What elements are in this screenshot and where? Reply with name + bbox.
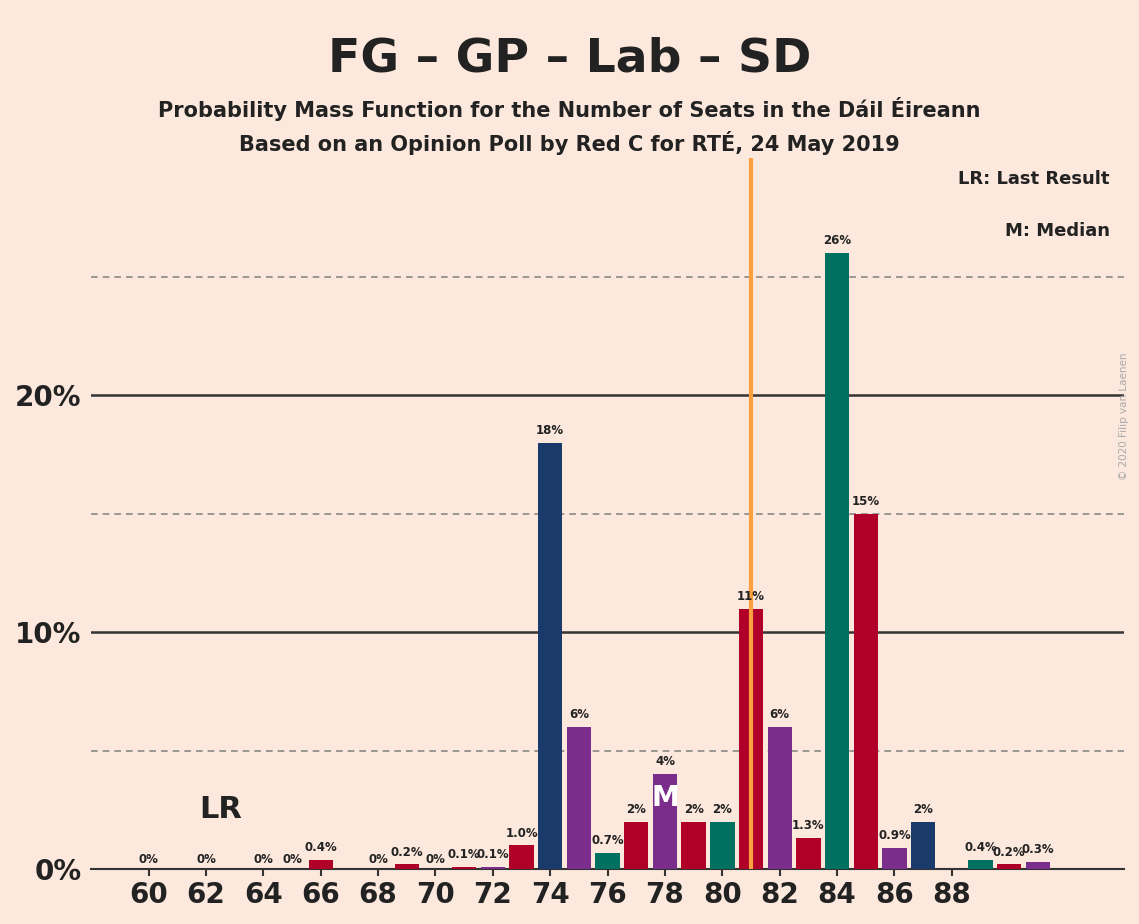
Text: 0.2%: 0.2% bbox=[993, 845, 1025, 858]
Text: LR: LR bbox=[199, 796, 241, 824]
Bar bbox=[567, 727, 591, 869]
Bar bbox=[911, 821, 935, 869]
Text: © 2020 Filip van Laenen: © 2020 Filip van Laenen bbox=[1120, 352, 1129, 480]
Text: 1.0%: 1.0% bbox=[506, 827, 538, 840]
Text: 1.3%: 1.3% bbox=[792, 820, 825, 833]
Text: Based on an Opinion Poll by Red C for RTÉ, 24 May 2019: Based on an Opinion Poll by Red C for RT… bbox=[239, 131, 900, 155]
Bar bbox=[997, 865, 1022, 869]
Bar bbox=[452, 867, 476, 869]
Bar bbox=[1026, 862, 1050, 869]
Text: M: Median: M: Median bbox=[1005, 222, 1109, 240]
Bar bbox=[596, 853, 620, 869]
Text: 0%: 0% bbox=[196, 853, 216, 866]
Text: 2%: 2% bbox=[712, 803, 732, 816]
Text: Probability Mass Function for the Number of Seats in the Dáil Éireann: Probability Mass Function for the Number… bbox=[158, 97, 981, 121]
Bar bbox=[768, 727, 792, 869]
Text: 0%: 0% bbox=[282, 853, 302, 866]
Text: 0.9%: 0.9% bbox=[878, 829, 911, 842]
Text: 2%: 2% bbox=[626, 803, 646, 816]
Text: 0%: 0% bbox=[253, 853, 273, 866]
Bar bbox=[653, 774, 678, 869]
Text: 0.2%: 0.2% bbox=[391, 845, 423, 858]
Bar bbox=[968, 859, 993, 869]
Text: 11%: 11% bbox=[737, 590, 765, 602]
Text: 15%: 15% bbox=[852, 494, 879, 508]
Text: 6%: 6% bbox=[568, 708, 589, 721]
Text: 0.4%: 0.4% bbox=[965, 841, 997, 854]
Text: 0%: 0% bbox=[368, 853, 388, 866]
Bar bbox=[883, 848, 907, 869]
Text: LR: Last Result: LR: Last Result bbox=[958, 170, 1109, 188]
Text: 0.4%: 0.4% bbox=[304, 841, 337, 854]
Bar bbox=[394, 865, 419, 869]
Bar bbox=[538, 443, 563, 869]
Text: 0%: 0% bbox=[426, 853, 445, 866]
Bar bbox=[796, 838, 820, 869]
Text: 0.3%: 0.3% bbox=[1022, 844, 1055, 857]
Bar bbox=[309, 859, 333, 869]
Text: 26%: 26% bbox=[823, 234, 851, 247]
Text: 2%: 2% bbox=[683, 803, 704, 816]
Bar bbox=[853, 514, 878, 869]
Text: 2%: 2% bbox=[913, 803, 933, 816]
Text: 0.1%: 0.1% bbox=[476, 848, 509, 861]
Text: 0.1%: 0.1% bbox=[448, 848, 481, 861]
Bar bbox=[739, 609, 763, 869]
Text: 4%: 4% bbox=[655, 756, 675, 769]
Text: 0%: 0% bbox=[139, 853, 158, 866]
Text: M: M bbox=[652, 784, 679, 812]
Text: FG – GP – Lab – SD: FG – GP – Lab – SD bbox=[328, 37, 811, 82]
Bar bbox=[481, 867, 505, 869]
Bar bbox=[711, 821, 735, 869]
Bar bbox=[509, 845, 534, 869]
Text: 18%: 18% bbox=[536, 424, 564, 437]
Bar bbox=[681, 821, 706, 869]
Text: 0.7%: 0.7% bbox=[591, 833, 624, 846]
Bar bbox=[624, 821, 648, 869]
Bar bbox=[825, 253, 850, 869]
Text: 6%: 6% bbox=[770, 708, 789, 721]
